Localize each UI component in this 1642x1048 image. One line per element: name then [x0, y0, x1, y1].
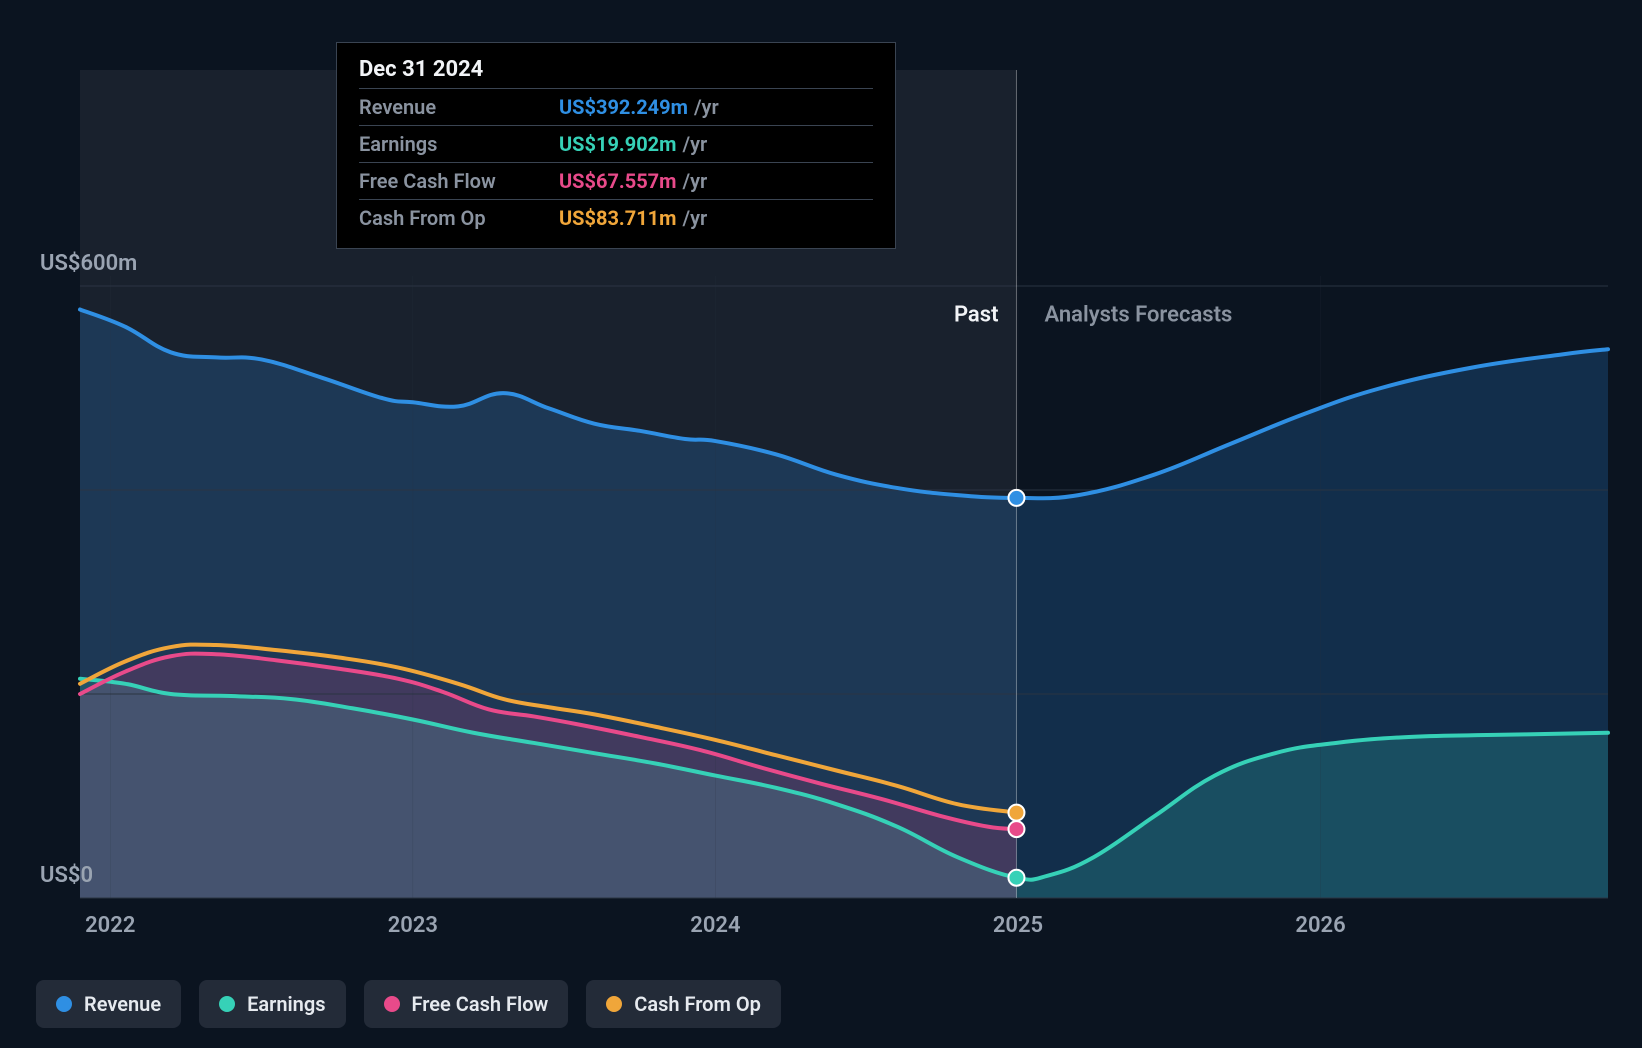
region-label-past: Past	[954, 303, 999, 328]
tooltip-row-unit: /yr	[682, 132, 707, 156]
hover-marker-earnings	[1008, 870, 1024, 886]
legend-item-label: Free Cash Flow	[412, 992, 549, 1016]
legend-item-label: Earnings	[247, 992, 325, 1016]
tooltip-row-value: US$67.557m	[559, 169, 676, 193]
legend-item-cfo[interactable]: Cash From Op	[586, 980, 781, 1028]
legend-item-revenue[interactable]: Revenue	[36, 980, 181, 1028]
tooltip-row-unit: /yr	[682, 206, 707, 230]
legend-dot-icon	[606, 996, 622, 1012]
tooltip-row-unit: /yr	[694, 95, 719, 119]
x-tick-label-2025: 2025	[993, 913, 1043, 938]
tooltip-row-revenue: RevenueUS$392.249m/yr	[359, 88, 873, 125]
region-label-forecast: Analysts Forecasts	[1044, 303, 1232, 328]
tooltip-row-value: US$19.902m	[559, 132, 676, 156]
tooltip-row-free-cash-flow: Free Cash FlowUS$67.557m/yr	[359, 162, 873, 199]
hover-tooltip: Dec 31 2024 RevenueUS$392.249m/yrEarning…	[336, 42, 896, 249]
tooltip-row-value: US$392.249m	[559, 95, 688, 119]
legend-item-earnings[interactable]: Earnings	[199, 980, 345, 1028]
tooltip-row-unit: /yr	[682, 169, 707, 193]
legend-item-fcf[interactable]: Free Cash Flow	[364, 980, 569, 1028]
hover-marker-revenue	[1008, 490, 1024, 506]
legend-item-label: Cash From Op	[634, 992, 761, 1016]
x-tick-label-2024: 2024	[690, 913, 740, 938]
legend-dot-icon	[219, 996, 235, 1012]
tooltip-date: Dec 31 2024	[359, 57, 873, 88]
legend-dot-icon	[384, 996, 400, 1012]
x-tick-label-2023: 2023	[388, 913, 438, 938]
x-tick-label-2026: 2026	[1295, 913, 1345, 938]
tooltip-row-label: Revenue	[359, 95, 559, 119]
tooltip-row-earnings: EarningsUS$19.902m/yr	[359, 125, 873, 162]
tooltip-row-label: Cash From Op	[359, 206, 559, 230]
tooltip-row-label: Earnings	[359, 132, 559, 156]
legend-dot-icon	[56, 996, 72, 1012]
chart-legend: Revenue Earnings Free Cash Flow Cash From O…	[36, 980, 781, 1028]
tooltip-row-cash-from-op: Cash From OpUS$83.711m/yr	[359, 199, 873, 236]
hover-marker-fcf	[1008, 821, 1024, 837]
y-tick-label-0: US$0	[40, 863, 93, 888]
tooltip-row-value: US$83.711m	[559, 206, 676, 230]
legend-item-label: Revenue	[84, 992, 161, 1016]
financials-chart: US$600m US$0 Past Analysts Forecasts 2022 202…	[0, 0, 1642, 1048]
tooltip-row-label: Free Cash Flow	[359, 169, 559, 193]
x-tick-label-2022: 2022	[85, 913, 135, 938]
hover-marker-cfo	[1008, 805, 1024, 821]
y-tick-label-600: US$600m	[40, 251, 137, 276]
